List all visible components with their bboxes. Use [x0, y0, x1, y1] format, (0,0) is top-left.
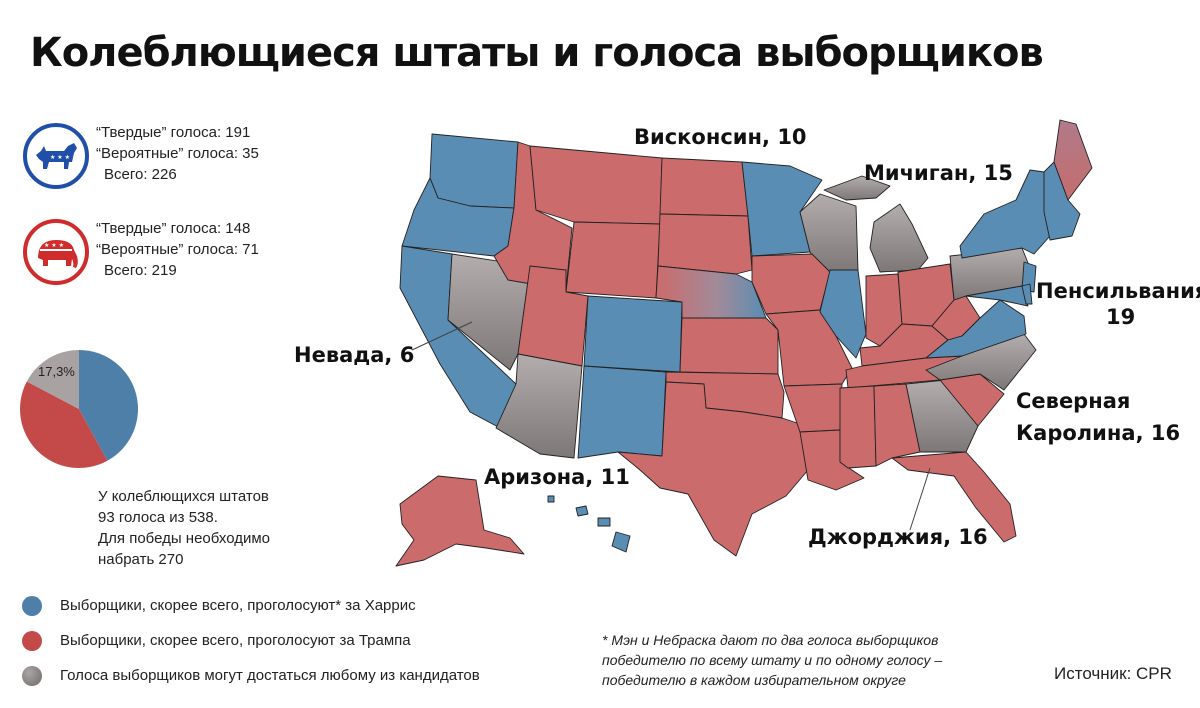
- nevada-leader-line: [411, 321, 473, 351]
- label-nevada: Невада, 6: [294, 343, 414, 367]
- label-north-carolina-line1: Северная: [1016, 389, 1130, 413]
- footnote-line: * Мэн и Небраска дают по два голоса выбо…: [602, 632, 939, 648]
- state-florida: [891, 451, 1017, 543]
- democrats-summary: ★ ★ ★ “Твердые” голоса: 191 “Вероятные” …: [22, 122, 362, 194]
- state-mississippi: [839, 385, 877, 469]
- legend-label: Выборщики, скорее всего, проголосуют за …: [60, 632, 411, 649]
- state-iowa: [751, 253, 831, 315]
- legend-swatch-trump: [22, 631, 42, 651]
- label-pennsylvania-line1: Пенсильвания,: [1036, 279, 1200, 303]
- state-new-mexico: [577, 365, 667, 459]
- state-washington: [429, 133, 519, 209]
- label-pennsylvania-line2: 19: [1106, 305, 1135, 329]
- legend-label: Выборщики, скорее всего, проголосуют* за…: [60, 597, 416, 614]
- pie-slice-swing: [26, 350, 79, 409]
- elephant-icon: ★ ★ ★: [23, 219, 89, 285]
- state-alabama: [873, 383, 921, 467]
- state-maine: [1053, 119, 1093, 201]
- pie-slice-harris: [79, 350, 139, 461]
- rep-likely-votes: “Вероятные” голоса: 71: [96, 241, 259, 258]
- legend-swatch-harris: [22, 596, 42, 616]
- pie-slice-trump: [20, 381, 108, 469]
- label-north-carolina-line2: Каролина, 16: [1016, 421, 1180, 445]
- state-maryland: [965, 285, 1029, 307]
- legend-swatch-swing: [22, 666, 42, 686]
- state-hawaii: [547, 495, 631, 553]
- footnote-line: победителю по всему штату и по одному го…: [602, 652, 943, 668]
- svg-text:★ ★ ★: ★ ★ ★: [44, 242, 64, 249]
- state-north-dakota: [659, 157, 749, 217]
- state-wyoming: [565, 221, 661, 299]
- rep-solid-votes: “Твердые” голоса: 148: [96, 220, 251, 237]
- state-alaska: [395, 475, 525, 567]
- swing-note-line: набрать 270: [98, 551, 184, 568]
- swing-note-line: У колеблющихся штатов: [98, 488, 269, 505]
- footnote: * Мэн и Небраска дают по два голоса выбо…: [602, 630, 1032, 690]
- dem-total-votes: Всего: 226: [104, 166, 177, 183]
- donkey-icon: ★ ★ ★: [23, 123, 89, 189]
- state-montana: [529, 145, 663, 225]
- state-virginia: [925, 299, 1027, 359]
- label-arizona: Аризона, 11: [484, 465, 630, 489]
- dem-solid-votes: “Твердые” голоса: 191: [96, 124, 251, 141]
- swing-states-note: У колеблющихся штатов 93 голоса из 538. …: [98, 486, 270, 570]
- label-michigan: Мичиган, 15: [864, 161, 1013, 185]
- state-new-jersey: [1021, 261, 1037, 293]
- label-georgia: Джорджия, 16: [808, 525, 988, 549]
- state-michigan-lower: [869, 203, 929, 273]
- dem-likely-votes: “Вероятные” голоса: 35: [96, 145, 259, 162]
- label-wisconsin: Висконсин, 10: [634, 125, 807, 149]
- swing-note-line: Для победы необходимо: [98, 530, 270, 547]
- state-south-dakota: [657, 213, 753, 275]
- state-michigan-upper: [823, 175, 891, 201]
- republicans-summary: ★ ★ ★ “Твердые” голоса: 148 “Вероятные” …: [22, 218, 362, 290]
- footnote-line: победителю в каждом избирательном округе: [602, 672, 906, 688]
- state-kansas: [679, 317, 779, 375]
- georgia-leader-line: [909, 467, 931, 531]
- rep-total-votes: Всего: 219: [104, 262, 177, 279]
- page-title: Колеблющиеся штаты и голоса выборщиков: [30, 30, 1044, 76]
- state-delaware: [1021, 283, 1033, 305]
- legend-label: Голоса выборщиков могут достаться любому…: [60, 667, 480, 684]
- state-georgia: [905, 379, 979, 453]
- state-illinois: [819, 269, 867, 359]
- swing-note-line: 93 голоса из 538.: [98, 509, 218, 526]
- state-texas: [617, 381, 809, 557]
- svg-text:★ ★ ★: ★ ★ ★: [50, 154, 70, 161]
- source-credit: Источник: CPR: [1054, 664, 1172, 683]
- pie-swing-percent-label: 17,3%: [38, 364, 75, 379]
- electoral-votes-pie: [20, 350, 139, 469]
- state-colorado: [583, 295, 683, 373]
- state-arizona: [495, 353, 583, 459]
